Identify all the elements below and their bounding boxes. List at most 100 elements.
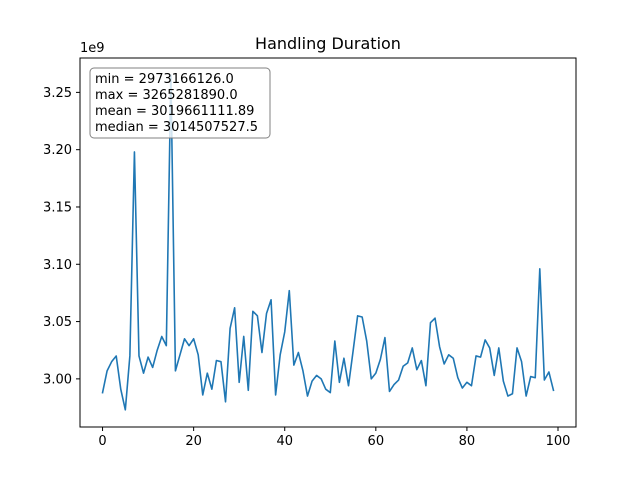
data-point (480, 356, 482, 358)
data-point (543, 379, 545, 381)
y-tick-label: 3.00 (43, 372, 72, 387)
data-point (206, 372, 208, 374)
data-point (179, 354, 181, 356)
data-point (471, 385, 473, 387)
data-point (498, 347, 500, 349)
data-point (120, 388, 122, 390)
plot-frame (79, 57, 577, 428)
data-point (407, 362, 409, 364)
y-tick-label: 3.05 (43, 315, 72, 330)
y-tick-label: 3.15 (43, 200, 72, 215)
data-point (416, 369, 418, 371)
stat-mean: mean = 3019661111.89 (95, 104, 254, 119)
data-point (134, 151, 136, 153)
data-series (101, 74, 555, 411)
data-point (425, 385, 427, 387)
x-tick-label: 20 (185, 434, 202, 449)
data-point (384, 337, 386, 339)
data-point (311, 380, 313, 382)
x-tick-label: 40 (276, 434, 293, 449)
data-point (348, 385, 350, 387)
data-point (284, 331, 286, 333)
data-point (193, 338, 195, 340)
x-tick-label: 60 (368, 434, 385, 449)
data-point (252, 310, 254, 312)
data-point (111, 361, 113, 363)
data-point (225, 401, 227, 403)
data-point (443, 363, 445, 365)
data-point (279, 354, 281, 356)
data-point (234, 307, 236, 309)
data-point (152, 367, 154, 369)
data-point (430, 322, 432, 324)
data-point (539, 268, 541, 270)
data-point (106, 370, 108, 372)
data-point (138, 355, 140, 357)
data-point (247, 389, 249, 391)
data-point (507, 395, 509, 397)
data-point (161, 336, 163, 338)
data-point (375, 372, 377, 374)
data-point (188, 345, 190, 347)
data-point (288, 290, 290, 292)
data-point (402, 365, 404, 367)
data-point (197, 354, 199, 356)
data-point (534, 377, 536, 379)
data-point (448, 354, 450, 356)
data-point (202, 394, 204, 396)
data-point (102, 392, 104, 394)
data-point (243, 336, 245, 338)
data-point (165, 345, 167, 347)
data-point (320, 378, 322, 380)
stat-min: min = 2973166126.0 (95, 72, 234, 87)
data-point (220, 361, 222, 363)
data-point (484, 339, 486, 341)
data-point (238, 381, 240, 383)
data-point (452, 357, 454, 359)
chart-title: Handling Duration (255, 34, 401, 53)
data-point (512, 393, 514, 395)
data-point (420, 360, 422, 362)
data-point (434, 317, 436, 319)
data-point (329, 392, 331, 394)
data-point (379, 358, 381, 360)
x-tick-label: 80 (459, 434, 476, 449)
y-tick-label: 3.25 (43, 86, 72, 101)
data-point (398, 379, 400, 381)
data-point (297, 352, 299, 354)
data-point (216, 360, 218, 362)
stats-box: min = 2973166126.0 max = 3265281890.0 me… (89, 67, 271, 139)
data-point (493, 375, 495, 377)
data-point (548, 371, 550, 373)
data-point (357, 315, 359, 317)
data-point (184, 338, 186, 340)
data-point (521, 361, 523, 363)
data-point (489, 347, 491, 349)
data-point (525, 395, 527, 397)
x-tick-label: 100 (546, 434, 571, 449)
stats-box-frame (89, 67, 271, 139)
data-point (370, 378, 372, 380)
data-point (175, 370, 177, 372)
stat-max: max = 3265281890.0 (95, 88, 238, 103)
data-point (530, 376, 532, 378)
data-point (411, 347, 413, 349)
x-tick-label: 0 (98, 434, 106, 449)
y-tick-label: 3.10 (43, 258, 72, 273)
data-point (553, 389, 555, 391)
data-point (275, 394, 277, 396)
data-point (393, 384, 395, 386)
data-point (229, 328, 231, 330)
data-point (302, 370, 304, 372)
y-offset-label: 1e9 (80, 41, 105, 56)
data-point (461, 387, 463, 389)
data-point (352, 350, 354, 352)
data-point (466, 381, 468, 383)
data-point (211, 388, 213, 390)
data-point (343, 357, 345, 359)
data-point (475, 355, 477, 357)
data-point (257, 315, 259, 317)
stat-median: median = 3014507527.5 (95, 120, 258, 135)
data-point (516, 347, 518, 349)
data-point (143, 372, 145, 374)
